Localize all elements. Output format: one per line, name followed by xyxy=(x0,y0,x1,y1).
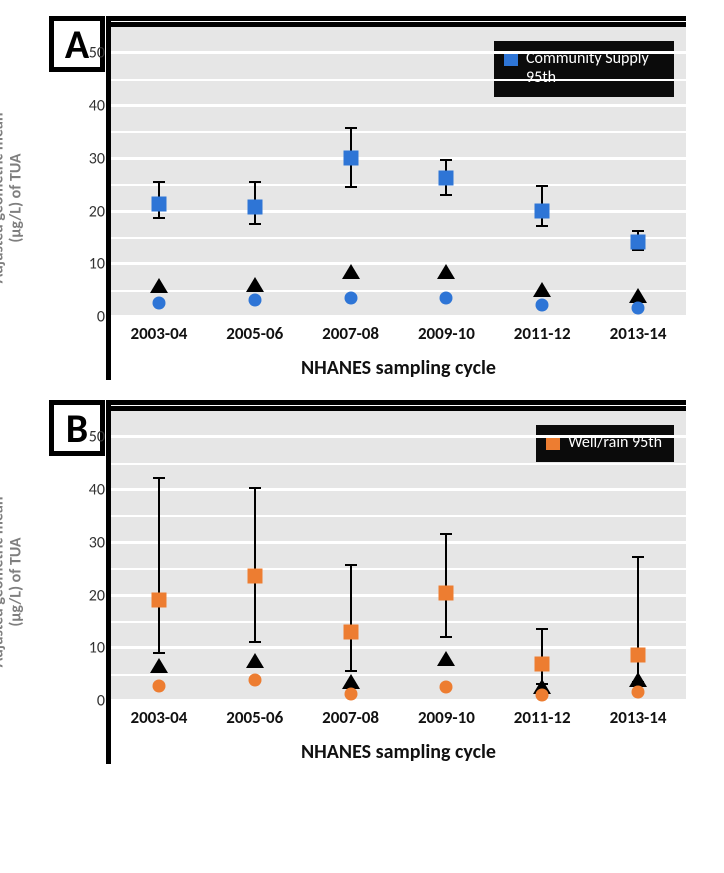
data-marker xyxy=(437,651,455,666)
data-marker xyxy=(248,673,261,686)
x-ticks-b: 2003-042005-062007-082009-102011-122013-… xyxy=(111,701,686,728)
data-marker xyxy=(150,658,168,673)
x-tick-label: 2009-10 xyxy=(398,323,494,344)
y-tick-label: 10 xyxy=(71,255,105,274)
grid-line-minor xyxy=(111,79,686,81)
data-marker xyxy=(248,294,261,307)
data-marker xyxy=(247,200,262,215)
grid-line-major xyxy=(111,488,686,491)
grid-line-minor xyxy=(111,568,686,570)
error-bar xyxy=(254,487,256,643)
grid-line-minor xyxy=(111,621,686,623)
plot-area-b: Well/rain 95th 01020304050 xyxy=(111,411,686,701)
y-tick-label: 50 xyxy=(71,428,105,447)
x-tick-label: 2003-04 xyxy=(111,707,207,728)
data-marker xyxy=(343,625,358,640)
panel-a: Adjusted geometric mean (µg/L) of TUA A … xyxy=(16,16,708,380)
data-marker xyxy=(440,291,453,304)
legend-label-a: Community Supply 95th xyxy=(526,49,662,87)
grid-line-minor xyxy=(111,184,686,186)
y-tick-label: 30 xyxy=(71,149,105,168)
x-axis-label-b: NHANES sampling cycle xyxy=(111,740,686,764)
data-marker xyxy=(247,568,262,583)
y-tick-label: 40 xyxy=(71,481,105,500)
data-marker xyxy=(535,203,550,218)
error-bar xyxy=(637,556,639,683)
grid-line-major xyxy=(111,315,686,318)
error-bar xyxy=(158,477,160,654)
y-label-line2: (µg/L) of TUA xyxy=(7,537,26,626)
grid-line-minor xyxy=(111,131,686,133)
grid-line-major xyxy=(111,210,686,213)
grid-line-major xyxy=(111,646,686,649)
data-marker xyxy=(151,196,166,211)
x-tick-label: 2011-12 xyxy=(494,323,590,344)
x-tick-label: 2013-14 xyxy=(590,707,686,728)
data-marker xyxy=(632,301,645,314)
x-tick-label: 2009-10 xyxy=(398,707,494,728)
data-marker xyxy=(246,653,264,668)
y-tick-label: 30 xyxy=(71,533,105,552)
data-marker xyxy=(631,235,646,250)
y-tick-label: 10 xyxy=(71,639,105,658)
grid-line-minor xyxy=(111,515,686,517)
y-tick-label: 0 xyxy=(71,308,105,327)
y-tick-label: 0 xyxy=(71,692,105,711)
grid-line-major xyxy=(111,541,686,544)
grid-line-major xyxy=(111,51,686,54)
legend-b: Well/rain 95th xyxy=(536,425,674,462)
data-marker xyxy=(536,688,549,701)
x-tick-label: 2005-06 xyxy=(207,323,303,344)
plot-area-a: Community Supply 95th 01020304050 xyxy=(111,27,686,317)
data-marker xyxy=(246,277,264,292)
x-tick-label: 2003-04 xyxy=(111,323,207,344)
data-marker xyxy=(631,647,646,662)
y-axis-label: Adjusted geometric mean (µg/L) of TUA xyxy=(0,113,26,284)
grid-line-major xyxy=(111,262,686,265)
data-marker xyxy=(152,680,165,693)
data-marker xyxy=(151,592,166,607)
data-marker xyxy=(535,657,550,672)
grid-line-major xyxy=(111,699,686,702)
data-marker xyxy=(632,685,645,698)
y-tick-label: 20 xyxy=(71,586,105,605)
data-marker xyxy=(536,298,549,311)
grid-line-minor xyxy=(111,674,686,676)
data-marker xyxy=(344,687,357,700)
data-marker xyxy=(439,171,454,186)
grid-line-major xyxy=(111,157,686,160)
data-marker xyxy=(440,680,453,693)
legend-a: Community Supply 95th xyxy=(494,41,674,97)
data-marker xyxy=(343,150,358,165)
y-axis-label: Adjusted geometric mean (µg/L) of TUA xyxy=(0,497,26,668)
chart-frame-a: A Community Supply 95th 01020304050 2003… xyxy=(106,16,686,380)
x-tick-label: 2007-08 xyxy=(303,323,399,344)
y-label-line2: (µg/L) of TUA xyxy=(7,153,26,242)
grid-line-minor xyxy=(111,290,686,292)
y-tick-label: 20 xyxy=(71,202,105,221)
x-tick-label: 2013-14 xyxy=(590,323,686,344)
grid-line-major xyxy=(111,435,686,438)
x-tick-label: 2005-06 xyxy=(207,707,303,728)
data-marker xyxy=(437,264,455,279)
data-marker xyxy=(344,292,357,305)
grid-line-major xyxy=(111,594,686,597)
grid-line-major xyxy=(111,104,686,107)
data-marker xyxy=(342,264,360,279)
data-marker xyxy=(150,278,168,293)
chart-frame-b: B Well/rain 95th 01020304050 2003-042005… xyxy=(106,400,686,764)
x-ticks-a: 2003-042005-062007-082009-102011-122013-… xyxy=(111,317,686,344)
x-axis-label-a: NHANES sampling cycle xyxy=(111,356,686,380)
y-tick-label: 40 xyxy=(71,97,105,116)
panel-b: Adjusted geometric mean (µg/L) of TUA B … xyxy=(16,400,708,764)
data-marker xyxy=(439,585,454,600)
y-tick-label: 50 xyxy=(71,44,105,63)
error-bar xyxy=(350,564,352,672)
data-marker xyxy=(152,297,165,310)
data-marker xyxy=(533,282,551,297)
x-tick-label: 2011-12 xyxy=(494,707,590,728)
grid-line-minor xyxy=(111,237,686,239)
grid-line-minor xyxy=(111,463,686,465)
x-tick-label: 2007-08 xyxy=(303,707,399,728)
